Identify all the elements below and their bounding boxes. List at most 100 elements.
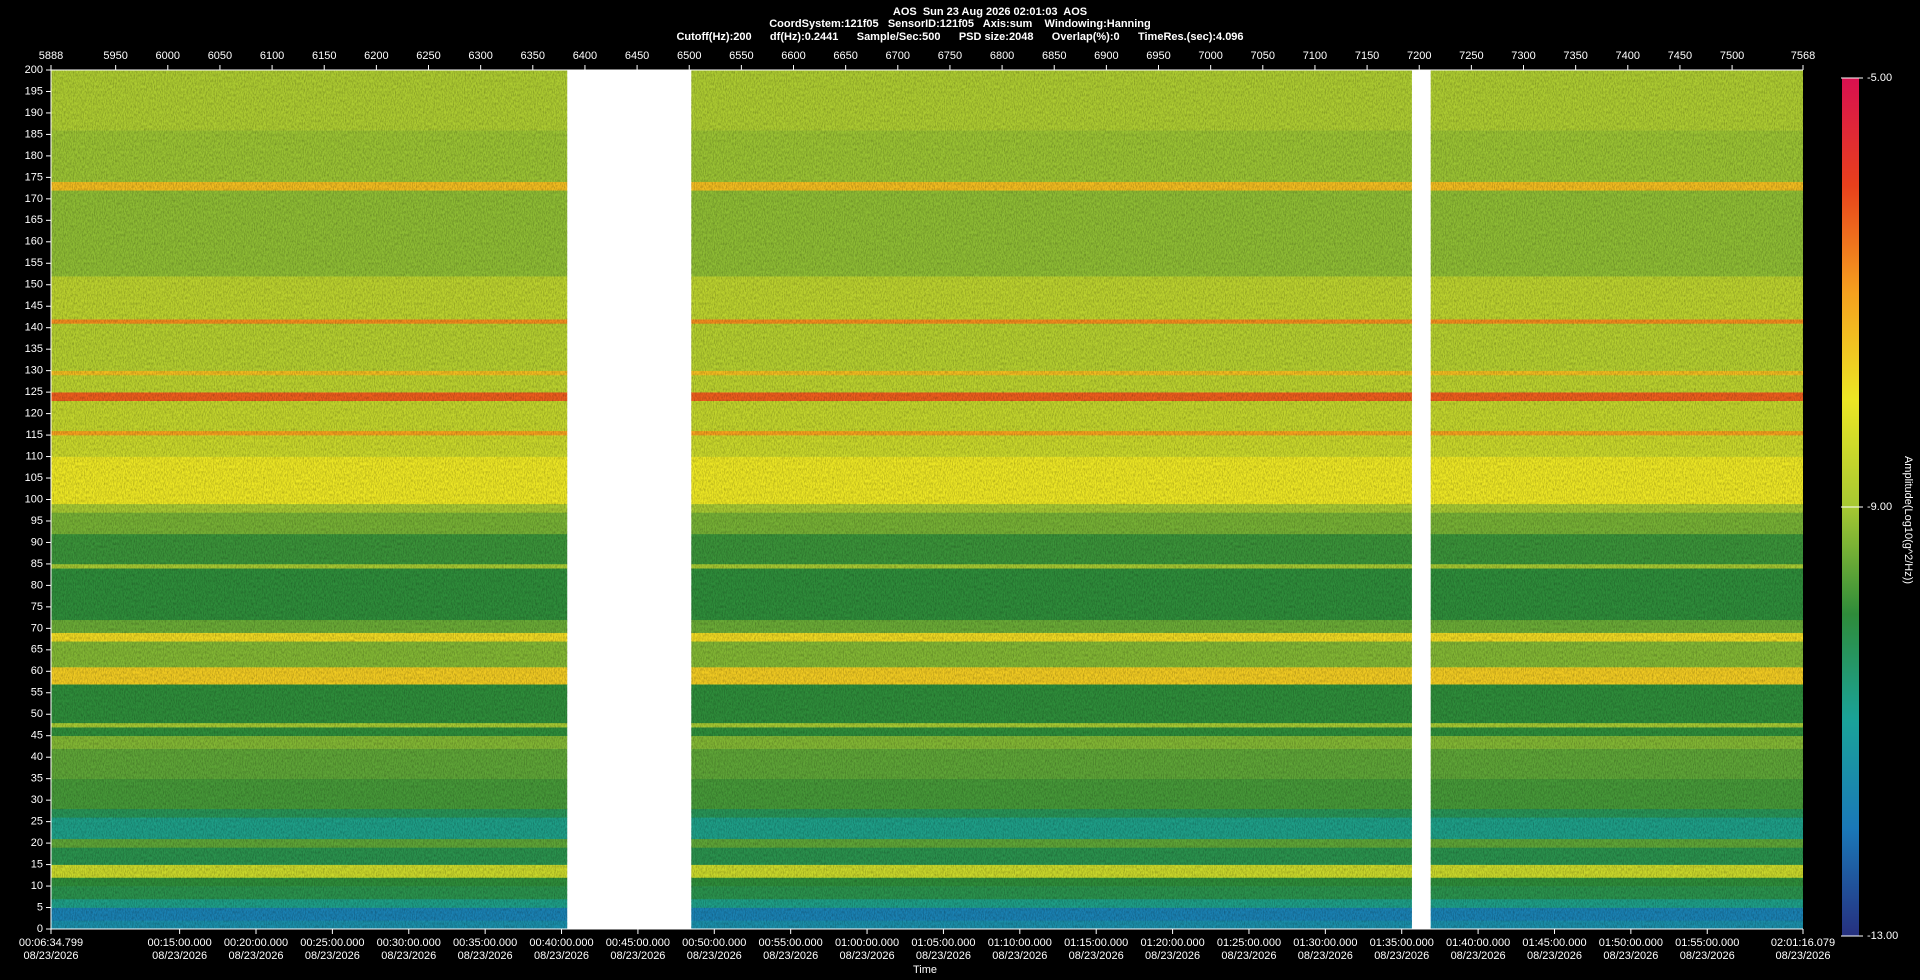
y-tick-label: 20 [31, 837, 43, 849]
y-tick-label: 0 [37, 923, 43, 935]
x-time-tick-label: 01:25:00.000 [1217, 937, 1281, 949]
x-top-tick-label: 7000 [1198, 50, 1222, 62]
y-tick-label: 145 [25, 300, 43, 312]
x-top-tick-label: 7568 [1791, 50, 1815, 62]
y-tick-label: 150 [25, 279, 43, 291]
colorbar-tick-label: -9.00 [1867, 501, 1892, 513]
y-tick-label: 35 [31, 773, 43, 785]
x-top-tick-label: 6200 [364, 50, 388, 62]
x-time-tick-date: 08/23/2026 [305, 950, 360, 962]
noise-texture [691, 70, 1412, 929]
x-time-tick-label: 01:40:00.000 [1446, 937, 1510, 949]
x-top-tick-label: 6400 [573, 50, 597, 62]
y-tick-label: 80 [31, 579, 43, 591]
x-top-tick-label: 6250 [416, 50, 440, 62]
x-top-tick-label: 6750 [938, 50, 962, 62]
x-time-tick-label: 00:45:00.000 [606, 937, 670, 949]
x-top-tick-label: 7450 [1668, 50, 1692, 62]
y-tick-label: 155 [25, 257, 43, 269]
x-time-tick-label: 00:20:00.000 [224, 937, 288, 949]
y-tick-label: 100 [25, 493, 43, 505]
x-top-tick-label: 7350 [1563, 50, 1587, 62]
y-tick-label: 5 [37, 901, 43, 913]
y-tick-label: 50 [31, 708, 43, 720]
x-top-tick-label: 6950 [1146, 50, 1170, 62]
x-top-tick-label: 6450 [625, 50, 649, 62]
x-top-tick-label: 6300 [468, 50, 492, 62]
y-tick-label: 120 [25, 408, 43, 420]
x-top-tick-label: 6800 [990, 50, 1014, 62]
x-time-tick-date: 08/23/2026 [916, 950, 971, 962]
x-time-tick-label: 02:01:16.079 [1771, 937, 1835, 949]
y-tick-label: 55 [31, 687, 43, 699]
x-time-tick-date: 08/23/2026 [458, 950, 513, 962]
chart-subtitle: CoordSystem:121f05 SensorID:121f05 Axis:… [769, 18, 1151, 30]
chart-parameters: Cutoff(Hz):200 df(Hz):0.2441 Sample/Sec:… [676, 31, 1243, 43]
x-top-tick-label: 6350 [521, 50, 545, 62]
y-tick-label: 130 [25, 365, 43, 377]
y-tick-label: 195 [25, 85, 43, 97]
x-axis-label: Time [913, 964, 937, 976]
x-time-tick-date: 08/23/2026 [1680, 950, 1735, 962]
x-time-tick-label: 01:00:00.000 [835, 937, 899, 949]
x-time-tick-label: 00:25:00.000 [300, 937, 364, 949]
x-top-tick-label: 6050 [208, 50, 232, 62]
y-tick-label: 125 [25, 386, 43, 398]
x-time-tick-label: 00:06:34.799 [19, 937, 83, 949]
x-time-tick-label: 01:50:00.000 [1599, 937, 1663, 949]
x-time-tick-date: 08/23/2026 [992, 950, 1047, 962]
x-top-tick-label: 7100 [1303, 50, 1327, 62]
x-time-tick-date: 08/23/2026 [1527, 950, 1582, 962]
y-tick-label: 115 [25, 429, 43, 441]
noise-texture [51, 70, 568, 929]
y-tick-label: 190 [25, 107, 43, 119]
x-top-tick-label: 6000 [156, 50, 180, 62]
x-time-tick-date: 08/23/2026 [687, 950, 742, 962]
x-top-tick-label: 7150 [1355, 50, 1379, 62]
y-tick-label: 200 [25, 64, 43, 76]
x-time-tick-label: 00:35:00.000 [453, 937, 517, 949]
x-top-tick-label: 6500 [677, 50, 701, 62]
y-tick-label: 60 [31, 665, 43, 677]
y-tick-label: 40 [31, 751, 43, 763]
y-tick-label: 75 [31, 601, 43, 613]
x-time-tick-date: 08/23/2026 [1451, 950, 1506, 962]
x-time-tick-date: 08/23/2026 [840, 950, 895, 962]
y-tick-label: 10 [31, 880, 43, 892]
x-time-tick-label: 01:55:00.000 [1675, 937, 1739, 949]
y-tick-label: 70 [31, 622, 43, 634]
y-tick-label: 140 [25, 322, 43, 334]
x-time-tick-label: 00:50:00.000 [682, 937, 746, 949]
x-time-tick-date: 08/23/2026 [763, 950, 818, 962]
x-time-tick-date: 08/23/2026 [1145, 950, 1200, 962]
x-time-tick-date: 08/23/2026 [1775, 950, 1830, 962]
y-tick-label: 85 [31, 558, 43, 570]
x-time-tick-date: 08/23/2026 [152, 950, 207, 962]
y-tick-label: 175 [25, 171, 43, 183]
x-top-tick-label: 7250 [1459, 50, 1483, 62]
x-top-tick-label: 6650 [833, 50, 857, 62]
chart-title: AOS Sun 23 Aug 2026 02:01:03 AOS [893, 6, 1087, 18]
x-time-tick-label: 00:15:00.000 [148, 937, 212, 949]
x-top-tick-label: 6150 [312, 50, 336, 62]
x-top-tick-label: 5888 [39, 50, 63, 62]
x-time-tick-label: 01:35:00.000 [1370, 937, 1434, 949]
y-tick-label: 105 [25, 472, 43, 484]
y-tick-label: 135 [25, 343, 43, 355]
x-time-tick-label: 01:05:00.000 [911, 937, 975, 949]
x-time-tick-date: 08/23/2026 [23, 950, 78, 962]
x-time-tick-date: 08/23/2026 [1069, 950, 1124, 962]
x-time-tick-label: 01:30:00.000 [1293, 937, 1357, 949]
x-time-tick-date: 08/23/2026 [534, 950, 589, 962]
x-top-tick-label: 7050 [1251, 50, 1275, 62]
colorbar-tick-label: -5.00 [1867, 72, 1892, 84]
y-tick-label: 45 [31, 730, 43, 742]
x-top-tick-label: 7300 [1511, 50, 1535, 62]
x-time-tick-date: 08/23/2026 [228, 950, 283, 962]
colorbar-tick-label: -13.00 [1867, 930, 1898, 942]
y-tick-label: 170 [25, 193, 43, 205]
y-tick-label: 15 [31, 858, 43, 870]
y-tick-label: 165 [25, 214, 43, 226]
x-time-tick-label: 01:20:00.000 [1140, 937, 1204, 949]
